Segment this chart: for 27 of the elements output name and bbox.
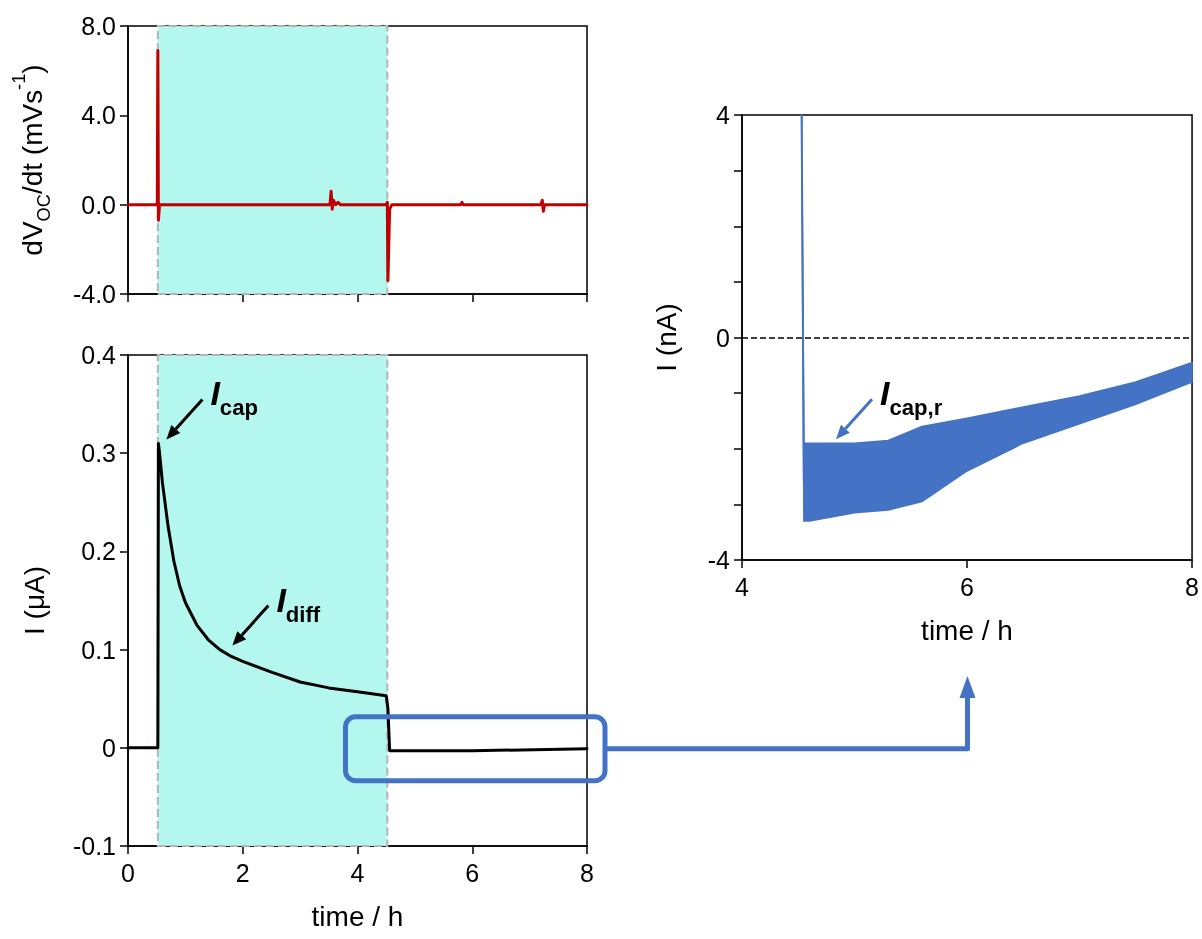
- y-tick-label: 0.3: [81, 439, 116, 468]
- x-tick-label: 2: [235, 858, 250, 887]
- y-axis-title: I (μA): [18, 565, 50, 636]
- x-tick-label: 6: [465, 858, 480, 887]
- y-tick-label: 4: [716, 101, 731, 129]
- y-axis-title: I (nA): [650, 303, 682, 372]
- x-tick-label: 6: [960, 572, 974, 601]
- line-series: [126, 49, 589, 283]
- x-axis-title: time / h: [311, 900, 404, 932]
- y-tick-label: 8.0: [81, 12, 116, 40]
- y-tick-label: -4.0: [72, 280, 116, 308]
- x-axis-title: time / h: [921, 614, 1013, 646]
- x-tick-label: 4: [350, 858, 365, 887]
- y-tick-label: 0.4: [81, 341, 117, 369]
- y-tick-label: 4.0: [81, 101, 116, 130]
- x-tick-label: 0: [121, 858, 135, 887]
- y-tick-label: 0.1: [81, 635, 116, 664]
- x-tick-label: 8: [580, 858, 594, 887]
- y-tick-label: 0: [716, 323, 730, 352]
- y-tick-label: -0.1: [72, 832, 116, 860]
- y-tick-label: -4: [707, 546, 731, 574]
- y-tick-label: 0: [102, 733, 116, 762]
- x-tick-label: 4: [735, 572, 750, 601]
- x-tick-label: 8: [1185, 572, 1199, 601]
- y-tick-label: 0.2: [81, 537, 116, 566]
- y-axis-title: dVOC/dt (mVs-1): [8, 64, 54, 256]
- y-tick-label: 0.0: [81, 190, 116, 219]
